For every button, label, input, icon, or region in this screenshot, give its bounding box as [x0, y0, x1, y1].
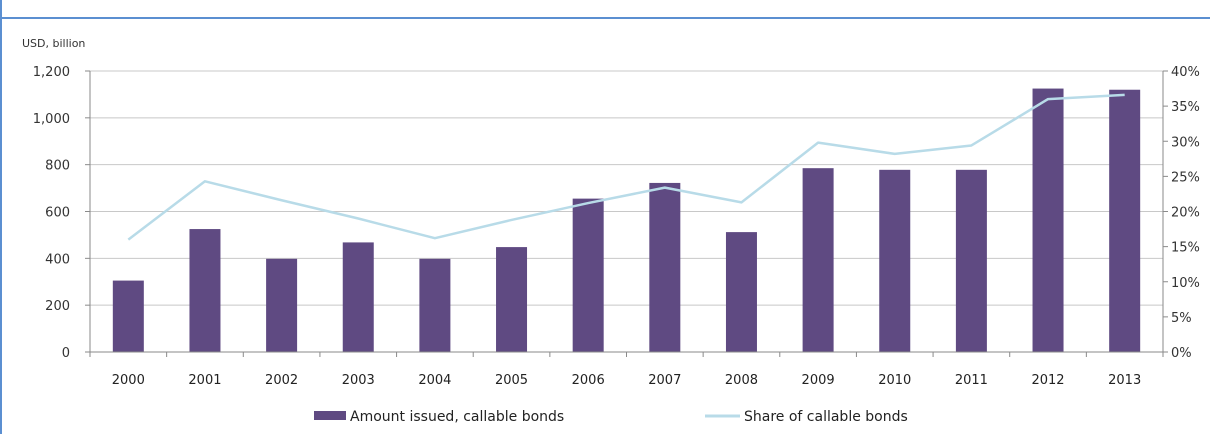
bar-2006 — [572, 198, 604, 352]
x-tick-label: 2009 — [802, 373, 835, 388]
y-left-tick-label: 1,200 — [33, 65, 70, 80]
y-left-tick-label: 400 — [45, 252, 70, 267]
bar-2012 — [1032, 88, 1064, 352]
bar-series-amount-issued — [112, 88, 1141, 352]
line-series-share — [127, 93, 1125, 241]
x-tick-label: 2006 — [572, 373, 605, 388]
x-tick-labels: 2000 2001 2002 2003 2004 2005 2006 2007 2008 2009… — [112, 373, 1141, 388]
x-tick-label: 2011 — [955, 373, 988, 388]
bar-2009 — [802, 168, 834, 352]
share-line — [127, 93, 1125, 241]
y-right-tick-label: 25% — [1171, 170, 1200, 185]
x-tick-label: 2001 — [188, 373, 221, 388]
y-left-unit-label: USD, billion — [22, 37, 85, 50]
bar-2005 — [496, 247, 528, 352]
x-tick-label: 2007 — [648, 373, 681, 388]
legend: Amount issued, callable bonds Share of c… — [314, 409, 908, 425]
y-right-tick-label: 15% — [1171, 241, 1200, 256]
x-tick-label: 2005 — [495, 373, 528, 388]
axes — [85, 70, 1168, 357]
legend-label-line: Share of callable bonds — [744, 409, 908, 425]
y-right-tick-label: 20% — [1171, 206, 1200, 221]
bar-2002 — [266, 258, 298, 352]
y-left-tick-labels: 0 200 400 600 800 1,000 1,200 — [33, 65, 70, 361]
bar-2000 — [112, 280, 144, 352]
y-right-tick-labels: 0% 5% 10% 15% 20% 25% 30% 35% 40% — [1171, 65, 1200, 361]
x-tick-label: 2002 — [265, 373, 298, 388]
bar-2011 — [955, 169, 987, 352]
y-right-tick-label: 40% — [1171, 65, 1200, 80]
legend-swatch-bar — [314, 411, 346, 420]
y-left-tick-label: 1,000 — [33, 112, 70, 127]
bar-2010 — [879, 169, 911, 352]
x-tick-label: 2004 — [418, 373, 451, 388]
x-tick-label: 2012 — [1031, 373, 1064, 388]
x-tick-label: 2008 — [725, 373, 758, 388]
y-left-tick-label: 200 — [45, 299, 70, 314]
y-right-tick-label: 0% — [1171, 346, 1192, 361]
bar-2007 — [649, 182, 681, 352]
y-left-tick-label: 800 — [45, 159, 70, 174]
bar-2008 — [725, 232, 757, 352]
x-tick-label: 2000 — [112, 373, 145, 388]
bar-2003 — [342, 242, 374, 352]
x-tick-label: 2003 — [342, 373, 375, 388]
x-tick-label: 2013 — [1108, 373, 1141, 388]
y-right-tick-label: 30% — [1171, 135, 1200, 150]
y-right-tick-label: 10% — [1171, 276, 1200, 291]
x-tick-label: 2010 — [878, 373, 911, 388]
y-right-tick-label: 35% — [1171, 100, 1200, 115]
y-left-tick-label: 0 — [62, 346, 70, 361]
gridlines — [90, 70, 1163, 306]
y-left-tick-label: 600 — [45, 206, 70, 221]
bar-2004 — [419, 258, 451, 352]
bar-2001 — [189, 229, 221, 352]
y-right-tick-label: 5% — [1171, 311, 1192, 326]
legend-label-bar: Amount issued, callable bonds — [350, 409, 564, 425]
bar-2013 — [1109, 89, 1141, 352]
